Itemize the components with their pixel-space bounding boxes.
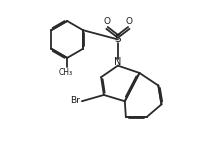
Text: O: O [125,17,132,26]
Text: Br: Br [70,96,80,105]
Text: CH₃: CH₃ [59,67,73,77]
Text: O: O [104,17,110,26]
Text: S: S [114,34,121,44]
Text: N: N [114,57,122,67]
